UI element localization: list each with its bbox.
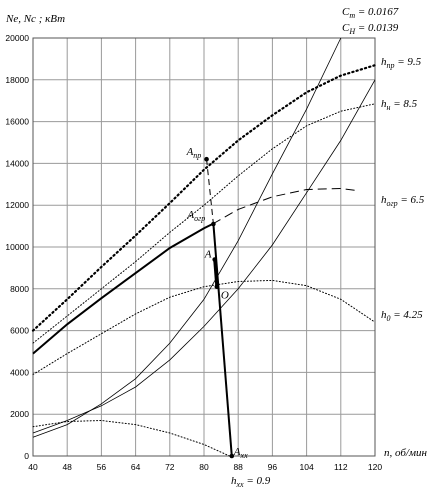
coef-ch: CН = 0.0139	[342, 22, 399, 36]
grid	[32, 37, 376, 457]
series-line-1	[32, 103, 376, 344]
x-tick-label: 48	[62, 462, 72, 472]
y-tick-label: 16000	[5, 117, 29, 127]
operating-line-main	[212, 223, 233, 457]
series-line-5	[32, 37, 342, 438]
x-axis-label: n, об/мин	[384, 447, 427, 459]
y-axis-label: Ne, Nc ; кВт	[5, 13, 65, 25]
curves	[31, 37, 377, 457]
series-label: h0 = 4.25	[381, 309, 423, 323]
idle-label: hxx = 0.9	[231, 475, 271, 489]
y-tick-label: 18000	[5, 75, 29, 85]
y-tick-label: 0	[24, 451, 29, 461]
operating-point	[211, 221, 216, 227]
operating-point-label: Axx	[233, 446, 248, 460]
y-tick-label: 8000	[10, 284, 29, 294]
series-label: hн = 8.5	[381, 98, 418, 112]
x-tick-label: 112	[334, 462, 348, 472]
y-tick-label: 2000	[10, 409, 29, 419]
operating-lines	[206, 159, 233, 457]
y-tick-label: 10000	[5, 242, 29, 252]
x-tick-label: 80	[199, 462, 209, 472]
coef-ct: Cт = 0.0167	[342, 6, 399, 20]
y-tick-label: 6000	[10, 326, 29, 336]
x-tick-label: 40	[28, 462, 38, 472]
x-tick-label: 56	[97, 462, 107, 472]
labels: hпр = 9.5 hн = 8.5 hогр = 6.5 h0 = 4.25 Ne, …	[5, 6, 427, 489]
series-label: hогр = 6.5	[381, 194, 425, 208]
operating-point	[214, 284, 220, 290]
operating-point	[229, 453, 235, 459]
operating-point	[212, 257, 217, 262]
dashed-connector	[206, 159, 214, 225]
x-tick-label: 88	[233, 462, 243, 472]
x-tick-label: 104	[300, 462, 314, 472]
y-tick-label: 20000	[5, 33, 29, 43]
operating-points: Aпр Aогр A O Axx	[186, 146, 249, 460]
y-tick-label: 14000	[5, 158, 29, 168]
x-tick-label: 72	[165, 462, 175, 472]
x-tick-label: 64	[131, 462, 141, 472]
y-tick-label: 4000	[10, 367, 29, 377]
series-line-limit-solid	[32, 223, 214, 355]
operating-point-label: A	[204, 249, 212, 261]
series-line-6	[32, 79, 376, 434]
operating-point-label: Aогр	[186, 209, 205, 223]
operating-point-label: Aпр	[186, 146, 202, 160]
x-tick-label: 120	[368, 462, 382, 472]
plot-frame	[32, 37, 376, 457]
operating-point	[204, 156, 209, 162]
series-label: hпр = 9.5	[381, 56, 422, 70]
series-line-0	[31, 64, 377, 332]
operating-point-label: O	[221, 290, 229, 302]
series-line-3	[32, 279, 376, 375]
series-line-4	[32, 419, 231, 457]
operating-line-segment	[213, 259, 219, 287]
axes: 40 48 56 64 72 80 88 96 104 112 120 0 2000 4000 6000 80…	[5, 33, 382, 472]
x-tick-label: 96	[268, 462, 278, 472]
y-tick-label: 12000	[5, 200, 29, 210]
series-line-limit-dashed	[212, 187, 358, 225]
